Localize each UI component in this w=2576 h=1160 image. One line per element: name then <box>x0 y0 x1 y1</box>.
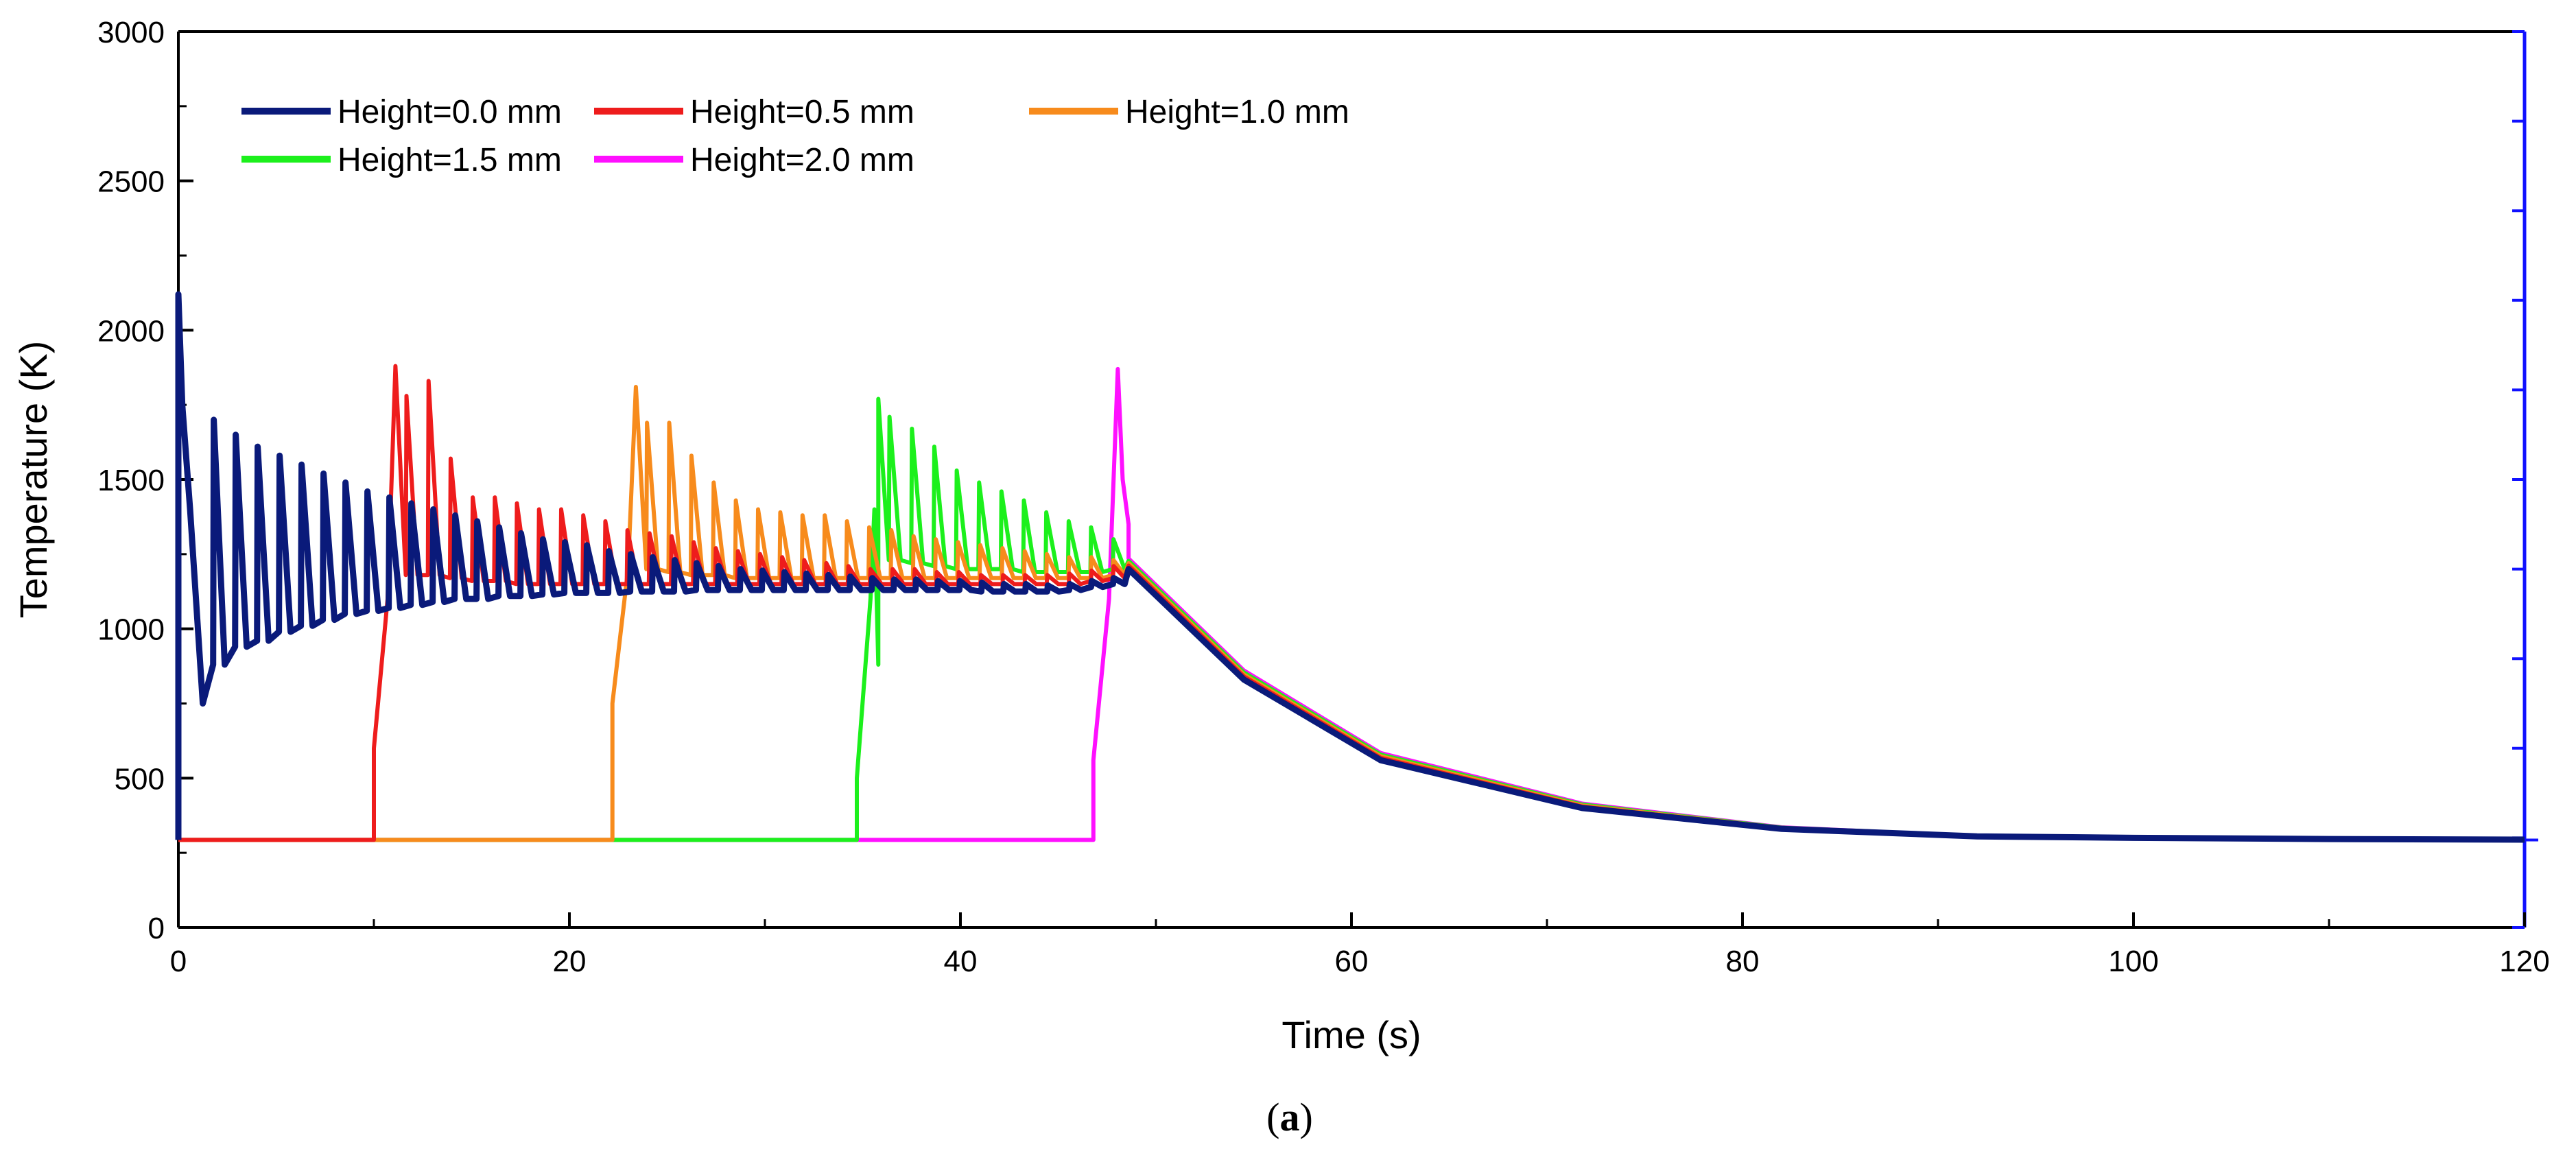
x-tick-label: 20 <box>553 945 587 978</box>
series-layer <box>175 291 2525 843</box>
x-tick-label: 100 <box>2108 945 2158 978</box>
y-tick-label: 1000 <box>97 613 165 647</box>
x-axis-title: Time (s) <box>1281 1013 1421 1056</box>
legend-label-height-2-0: Height=2.0 mm <box>690 142 914 178</box>
y-axis-title: Temperature (K) <box>12 341 55 619</box>
y-tick-label: 2000 <box>97 314 165 348</box>
legend-label-height-1-5: Height=1.5 mm <box>338 142 562 178</box>
caption-open-paren: ( <box>1266 1095 1279 1139</box>
x-tick-label: 0 <box>170 945 187 978</box>
x-tick-label: 80 <box>1726 945 1760 978</box>
y-tick-label: 3000 <box>97 16 165 49</box>
x-tick-label: 60 <box>1335 945 1369 978</box>
caption-label: a <box>1280 1095 1300 1139</box>
axis-ticks: 0 20 40 60 80 100 120 0 500 1000 1500 2000 2500 3000 <box>97 16 2550 978</box>
legend-label-height-1-0: Height=1.0 mm <box>1125 94 1349 130</box>
y-tick-label: 2500 <box>97 165 165 199</box>
series-line-1-5-mm <box>178 396 2525 842</box>
legend-label-height-0-5: Height=0.5 mm <box>690 94 914 130</box>
y-tick-label: 0 <box>148 912 165 945</box>
x-tick-label: 40 <box>944 945 978 978</box>
caption-close-paren: ) <box>1300 1095 1313 1139</box>
x-tick-label: 120 <box>2499 945 2549 978</box>
legend-label-height-0-0: Height=0.0 mm <box>338 94 562 130</box>
series-line-0-0-mm <box>175 291 2525 843</box>
figure-caption: (a) <box>1266 1095 1313 1139</box>
y-tick-label: 500 <box>115 762 165 796</box>
y-tick-label: 1500 <box>97 464 165 497</box>
legend: Height=0.0 mm Height=0.5 mm Height=1.0 m… <box>241 94 1349 178</box>
